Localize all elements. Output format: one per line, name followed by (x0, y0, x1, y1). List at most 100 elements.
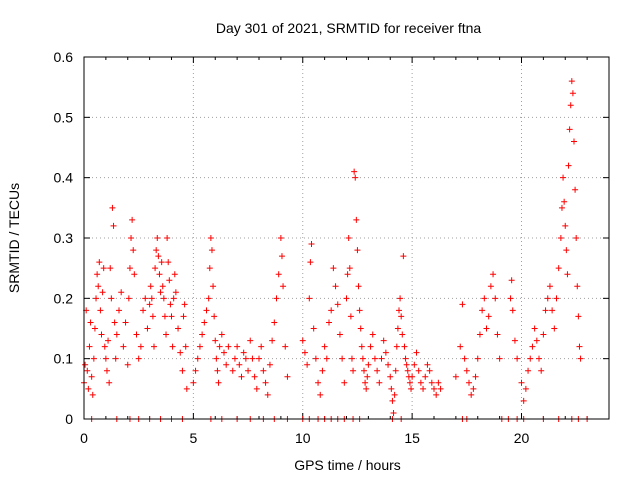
data-point (144, 325, 151, 332)
data-point (403, 361, 410, 368)
data-point (452, 373, 459, 380)
y-tick-label: 0.6 (54, 49, 74, 65)
data-point (433, 391, 440, 398)
data-point (353, 216, 360, 223)
data-point (231, 355, 238, 362)
data-point (408, 385, 415, 392)
data-point (124, 361, 131, 368)
data-point (180, 313, 187, 320)
data-point (215, 379, 222, 386)
data-point (540, 331, 547, 338)
data-point (109, 204, 116, 211)
data-point (238, 373, 245, 380)
data-point (107, 265, 114, 272)
data-point (280, 283, 287, 290)
data-point (514, 355, 521, 362)
data-point (341, 379, 348, 386)
data-point (96, 259, 103, 266)
data-point (402, 355, 409, 362)
data-point (365, 361, 372, 368)
data-point (487, 283, 494, 290)
data-point (167, 301, 174, 308)
data-point (385, 361, 392, 368)
data-point (240, 349, 247, 356)
y-tick-label: 0.5 (54, 109, 74, 125)
data-point (330, 265, 337, 272)
data-point (307, 259, 314, 266)
data-point (415, 367, 422, 374)
data-point (562, 222, 569, 229)
data-point (479, 307, 486, 314)
data-point (210, 283, 217, 290)
data-point (474, 355, 481, 362)
data-point (492, 295, 499, 302)
data-point (256, 355, 262, 362)
data-point (110, 222, 117, 229)
data-point (485, 313, 492, 320)
data-point (90, 355, 97, 362)
data-point (522, 385, 529, 392)
data-point (511, 337, 518, 344)
data-point (242, 355, 249, 362)
data-point (355, 283, 362, 290)
data-point (216, 343, 223, 350)
data-point (565, 162, 572, 169)
data-point (154, 235, 161, 241)
data-point (567, 102, 574, 109)
data-point (177, 349, 184, 356)
data-point (218, 331, 225, 338)
data-point (561, 198, 568, 205)
data-point (306, 295, 313, 302)
data-point (520, 397, 527, 404)
data-point (169, 343, 176, 350)
data-point (284, 373, 291, 380)
data-point (437, 385, 444, 392)
data-point (149, 313, 156, 320)
data-point (97, 307, 104, 314)
data-point (557, 235, 564, 241)
data-point (301, 349, 308, 356)
data-point (564, 271, 571, 278)
data-point (89, 391, 96, 398)
data-point (308, 241, 315, 248)
data-point (459, 301, 466, 308)
data-point (126, 265, 133, 272)
data-point (128, 235, 135, 241)
data-point (356, 307, 363, 314)
data-point (146, 301, 153, 308)
data-point (142, 295, 149, 302)
data-point (549, 307, 556, 314)
data-point (116, 307, 122, 314)
data-point (155, 253, 162, 260)
data-point (417, 379, 424, 386)
data-point (118, 289, 125, 296)
x-axis-label: GPS time / hours (294, 457, 401, 473)
data-point (129, 216, 136, 223)
data-point (374, 367, 381, 374)
data-point (82, 361, 89, 368)
data-point (572, 186, 579, 193)
data-point (574, 283, 581, 290)
data-point (468, 391, 475, 398)
data-point (122, 319, 129, 326)
data-point (253, 385, 260, 392)
data-point (214, 367, 221, 374)
data-point (249, 355, 256, 362)
data-point (400, 253, 407, 260)
data-point (171, 271, 178, 278)
data-point (577, 355, 584, 362)
data-point (553, 295, 560, 302)
data-point (391, 391, 398, 398)
data-point (234, 343, 241, 350)
data-point (163, 331, 170, 338)
data-point (205, 295, 212, 302)
data-point (223, 361, 230, 368)
data-point (87, 319, 94, 326)
data-point (531, 325, 538, 332)
data-point (397, 295, 404, 302)
data-point (367, 343, 374, 350)
data-point (213, 355, 220, 362)
data-point (394, 325, 401, 332)
data-point (247, 337, 254, 344)
data-point (399, 331, 406, 338)
